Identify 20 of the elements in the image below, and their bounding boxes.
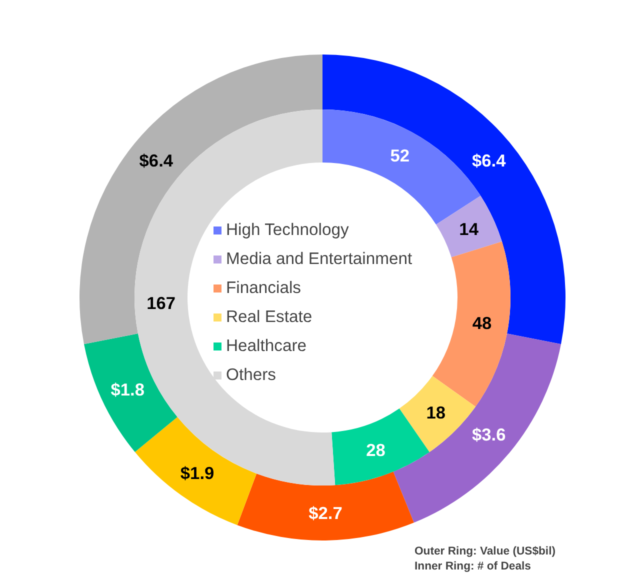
legend-label: High Technology <box>226 220 349 240</box>
data-label: 14 <box>459 219 479 240</box>
data-label: $3.6 <box>472 424 506 444</box>
data-label: 18 <box>426 402 446 423</box>
data-label: $6.4 <box>139 150 174 170</box>
legend-label: Healthcare <box>226 336 307 356</box>
legend-label: Others <box>226 365 276 385</box>
text: Inner Ring: # of Deals <box>414 560 531 572</box>
legend-label: Financials <box>226 278 301 298</box>
data-label: 48 <box>472 312 492 333</box>
legend-label: Real Estate <box>226 307 312 327</box>
data-label: $1.9 <box>180 462 214 483</box>
data-label: $6.4 <box>472 150 506 170</box>
data-label: 28 <box>366 440 386 460</box>
text: Outer Ring: Value (US$bil) <box>414 546 556 558</box>
data-label: $2.7 <box>308 502 342 523</box>
legend-label: Media and Entertainment <box>226 249 412 269</box>
data-label: 167 <box>146 292 176 313</box>
data-label: $1.8 <box>110 379 145 400</box>
data-label: 52 <box>390 146 410 166</box>
